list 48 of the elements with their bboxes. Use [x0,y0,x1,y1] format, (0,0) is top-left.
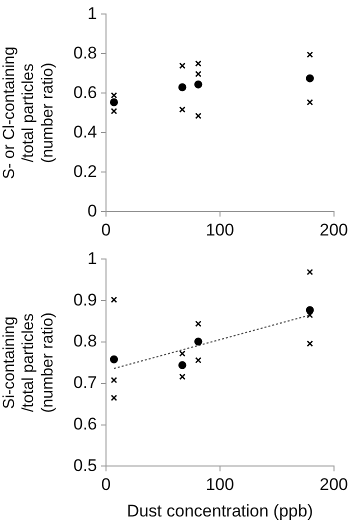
x-tick-label: 200 [320,220,348,240]
point [194,80,202,88]
point [306,340,314,347]
point [178,83,186,92]
point [110,376,118,384]
y-tick-label: 0.8 [73,43,97,62]
y-tick-label: 1 [88,248,97,268]
x-tick-label: 0 [101,475,111,494]
point [306,268,314,276]
point [306,74,314,82]
point [195,357,202,364]
y-tick-label: 0.6 [73,414,97,434]
point [306,306,314,314]
y-tick-label: 1 [88,4,97,23]
point [195,70,202,78]
x-axis-title: Dust concentration (ppb) [126,501,313,520]
point [110,92,118,99]
point [195,320,202,327]
y-tick-label: 0.9 [73,290,97,310]
y-tick-label: 0 [88,201,97,220]
point [306,99,314,106]
x-tick-label: 100 [206,220,234,240]
point [110,98,118,106]
point [110,355,118,364]
y-tick-label: 0.2 [73,162,97,181]
point [194,338,202,346]
y-axis-title: S- or Cl-containing /total particles (number ratio) [1,46,56,180]
point [179,106,186,113]
y-axis-title: Si-containing /total particles (number ratio) [1,312,56,413]
x-tick-label: 100 [206,475,234,494]
point [110,108,118,114]
point [179,350,186,357]
point [306,312,314,318]
y-tick-label: 0.6 [73,82,97,102]
y-tick-label: 0.7 [73,373,97,392]
x-tick-label: 200 [320,475,348,494]
point [110,296,118,303]
point [306,51,314,58]
point [195,60,202,67]
y-tick-label: 0.4 [73,122,97,142]
point [179,62,186,69]
x-tick-label: 0 [101,220,111,240]
y-tick-label: 0.8 [73,332,97,351]
point [179,374,186,380]
point [110,394,118,402]
point [195,112,202,120]
point [178,361,186,370]
y-tick-label: 0.5 [73,456,97,475]
